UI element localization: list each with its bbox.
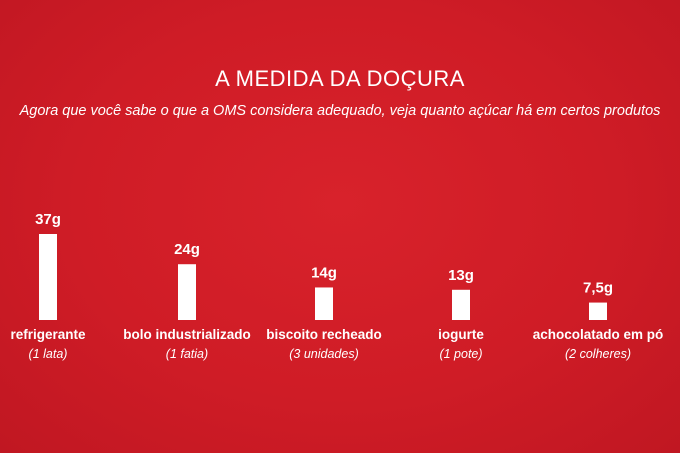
category-label-2: biscoito recheado <box>266 327 382 342</box>
value-label-4: 7,5g <box>583 280 613 297</box>
category-note-1: (1 fatia) <box>166 347 208 361</box>
bar-0 <box>39 234 57 320</box>
category-label-0: refrigerante <box>10 327 86 342</box>
category-label-3: iogurte <box>438 327 484 342</box>
category-note-3: (1 pote) <box>439 347 482 361</box>
value-label-2: 14g <box>311 264 337 281</box>
category-label-1: bolo industrializado <box>123 327 251 342</box>
category-note-4: (2 colheres) <box>565 347 631 361</box>
category-note-0: (1 lata) <box>29 347 68 361</box>
bar-2 <box>315 287 333 320</box>
chart-subtitle: Agora que você sabe o que a OMS consider… <box>19 103 661 119</box>
value-label-0: 37g <box>35 211 61 228</box>
bar-4 <box>589 302 607 320</box>
value-label-3: 13g <box>448 267 474 284</box>
category-label-4: achocolatado em pó <box>533 327 664 342</box>
bar-3 <box>452 289 470 320</box>
bar-1 <box>178 264 196 320</box>
category-note-2: (3 unidades) <box>289 347 359 361</box>
chart-title: A MEDIDA DA DOÇURA <box>215 66 465 91</box>
value-label-1: 24g <box>174 241 200 258</box>
